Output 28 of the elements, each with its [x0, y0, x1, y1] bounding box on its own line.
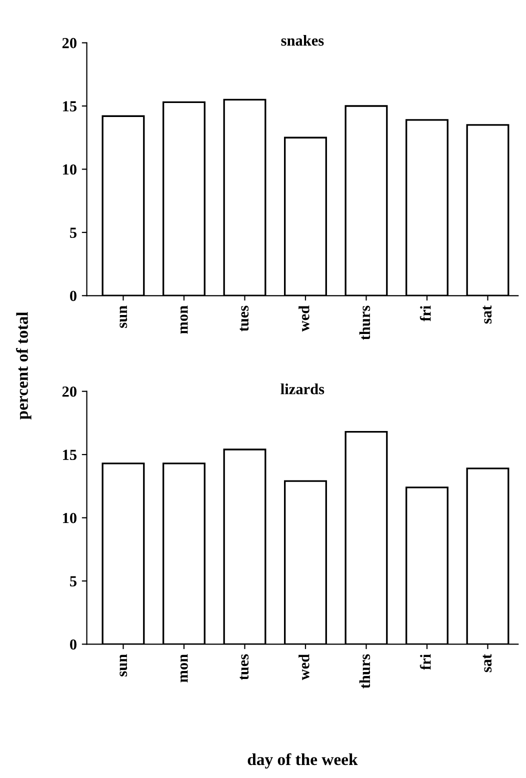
y-tick-label: 15	[63, 101, 77, 112]
y-axis-title: percent of total	[16, 312, 32, 420]
x-tick-label: fri	[420, 654, 431, 670]
x-tick-label: thurs	[359, 654, 370, 688]
x-tick-label: thurs	[359, 306, 370, 340]
x-tick-label: tues	[240, 306, 249, 332]
y-tick-label: 20	[62, 38, 76, 48]
x-tick-label: tues	[240, 654, 249, 680]
chart-title: lizards	[280, 384, 324, 394]
x-tick-label: mon	[180, 654, 188, 682]
y-tick-label: 10	[63, 164, 76, 175]
y-tick-label: 0	[70, 639, 76, 650]
y-tick-label: 10	[63, 512, 76, 524]
y-tick-label: 0	[70, 290, 76, 302]
x-tick-label: mon	[180, 306, 188, 334]
x-tick-label: fri	[420, 306, 431, 322]
x-tick-label: wed	[298, 654, 310, 680]
x-tick-label: sun	[120, 306, 128, 328]
x-tick-label: sat	[482, 654, 492, 672]
x-tick-label: sat	[482, 305, 492, 324]
y-tick-label: 20	[62, 386, 76, 397]
x-tick-label: sun	[120, 654, 128, 676]
y-tick-label: 15	[63, 450, 77, 460]
chart-title: snakes	[281, 34, 324, 46]
y-tick-label: 5	[70, 228, 77, 238]
x-tick-label: wed	[298, 306, 310, 332]
x-axis-title: day of the week	[248, 753, 358, 769]
y-tick-label: 5	[70, 576, 77, 586]
